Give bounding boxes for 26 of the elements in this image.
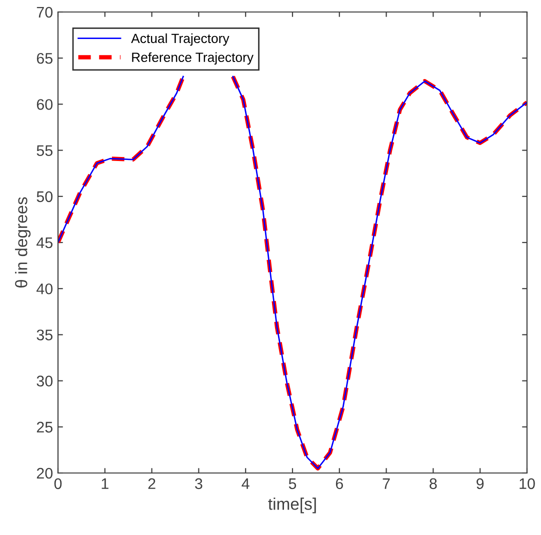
y-tick-label: 35 [36, 330, 52, 340]
y-tick-label: 60 [36, 99, 53, 110]
x-tick-label: 1 [102, 478, 108, 489]
y-tick-label: 50 [36, 191, 53, 202]
x-tick-label: 0 [54, 478, 62, 490]
y-tick-label: 40 [36, 283, 53, 294]
y-tick-label: 30 [36, 376, 53, 386]
x-tick-label: 8 [430, 478, 437, 490]
x-tick-label: 6 [336, 478, 343, 490]
y-axis-title: θ in degrees [15, 197, 31, 288]
legend-label: Actual Trajectory [131, 33, 230, 46]
y-tick-label: 45 [36, 238, 52, 248]
legend-label: Reference Trajectory [132, 52, 254, 65]
y-tick-label: 65 [36, 52, 52, 64]
y-tick-label: 25 [36, 422, 52, 433]
y-tick-label: 20 [36, 468, 53, 479]
x-tick-label: 2 [148, 478, 156, 489]
x-tick-label: 5 [288, 478, 296, 490]
x-tick-label: 3 [195, 478, 202, 490]
x-axis-title: time[s] [268, 498, 316, 514]
y-tick-label: 70 [36, 6, 53, 18]
x-tick-label: 7 [382, 478, 390, 489]
y-tick-label: 55 [36, 145, 52, 156]
x-tick-label: 4 [242, 478, 250, 489]
x-tick-label: 10 [520, 478, 535, 490]
x-tick-label: 9 [476, 478, 484, 490]
